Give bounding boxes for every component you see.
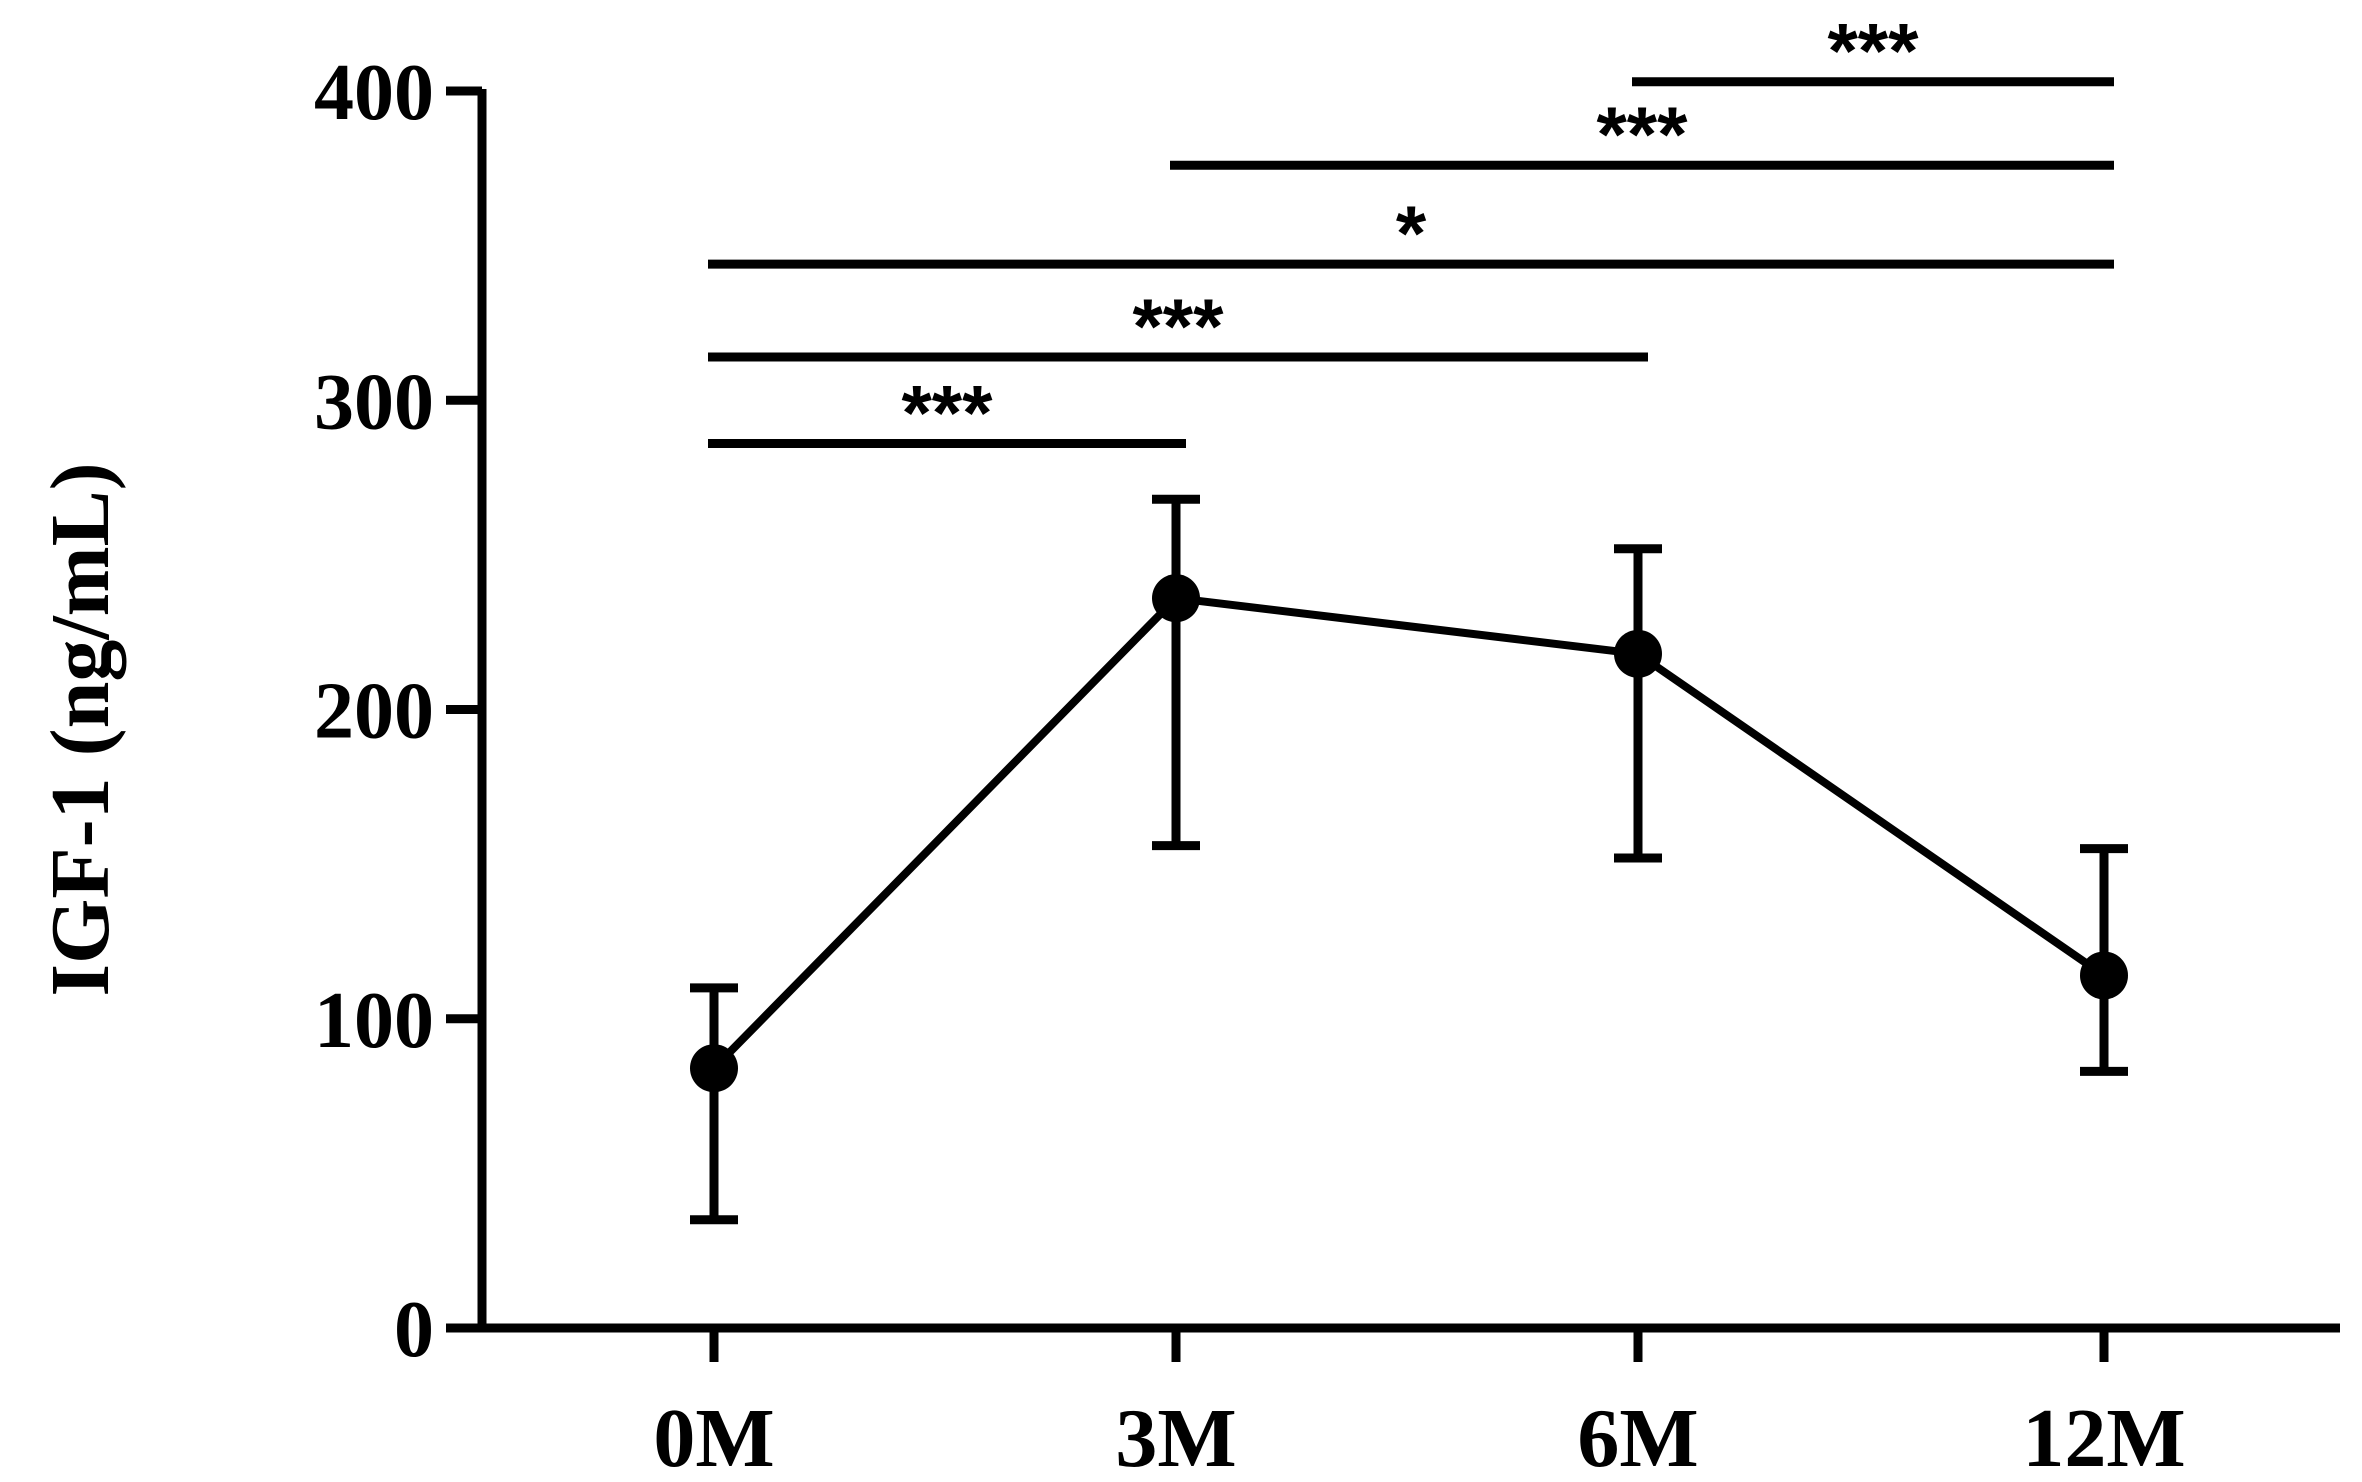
series-line bbox=[711, 593, 2107, 1072]
x-tick-label: 3M bbox=[1115, 1392, 1236, 1482]
x-tick-label: 12M bbox=[2022, 1392, 2185, 1482]
y-axis-title: IGF-1 (ng/mL) bbox=[34, 462, 127, 996]
y-tick-label: 400 bbox=[314, 49, 434, 137]
y-tick-label: 300 bbox=[314, 358, 434, 446]
data-point bbox=[690, 1044, 738, 1093]
significance-label: *** bbox=[1596, 90, 1688, 178]
x-tick-label: 0M bbox=[653, 1392, 774, 1482]
significance-label: *** bbox=[901, 369, 993, 457]
significance-label: *** bbox=[1827, 7, 1919, 95]
data-point bbox=[2080, 951, 2128, 1000]
data-point bbox=[1614, 629, 1662, 678]
x-tick-label: 6M bbox=[1577, 1392, 1698, 1482]
y-tick-label: 0 bbox=[394, 1286, 434, 1374]
significance-label: * bbox=[1396, 189, 1427, 277]
significance-label: *** bbox=[1132, 282, 1224, 370]
y-tick-label: 200 bbox=[314, 668, 434, 756]
y-tick-label: 100 bbox=[314, 977, 434, 1065]
data-point bbox=[1152, 574, 1200, 623]
